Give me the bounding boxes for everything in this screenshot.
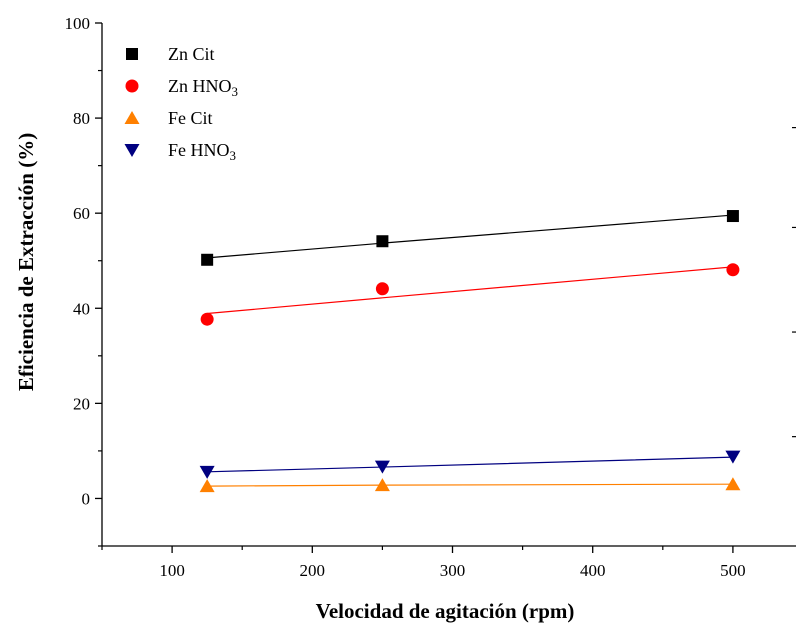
data-point <box>374 478 390 492</box>
right-axis-ticks <box>792 126 796 438</box>
legend-label: Fe HNO3 <box>168 140 236 163</box>
data-point <box>725 450 741 464</box>
legend-label-subscript: 3 <box>232 84 239 99</box>
data-point <box>376 235 389 248</box>
x-tick-label: 100 <box>159 561 185 580</box>
y-tick-label: 40 <box>73 299 90 318</box>
x-tick-label: 300 <box>440 561 466 580</box>
legend-label-main: Zn HNO <box>168 76 232 96</box>
fit-line-0 <box>207 214 733 259</box>
legend-marker <box>125 79 139 93</box>
plot-frame <box>101 23 796 547</box>
legend-label: Zn HNO3 <box>168 76 238 99</box>
y-tick-label: 0 <box>82 489 91 508</box>
fit-line-3 <box>207 456 733 473</box>
data-point <box>200 312 214 326</box>
legend-label-subscript: 3 <box>230 148 237 163</box>
data-point <box>725 477 741 491</box>
x-axis-title: Velocidad de agitación (rpm) <box>316 599 575 623</box>
legend-label-main: Fe HNO <box>168 140 230 160</box>
data-point <box>726 210 739 223</box>
legend-label-main: Fe Cit <box>168 108 213 128</box>
x-tick-label: 400 <box>580 561 606 580</box>
x-axis-ticks: 100 200 300 400 500 <box>101 546 746 580</box>
x-tick-label: 200 <box>300 561 326 580</box>
fit-lines <box>207 214 733 487</box>
data-point <box>199 479 215 493</box>
data-point <box>199 465 215 479</box>
y-axis-ticks: 0 20 40 60 80 100 <box>65 14 102 547</box>
fit-line-1 <box>207 266 733 315</box>
data-point <box>726 263 740 277</box>
legend-marker <box>124 111 140 124</box>
y-tick-label: 20 <box>73 394 90 413</box>
legend-label-main: Zn Cit <box>168 44 215 64</box>
y-tick-label: 80 <box>73 109 90 128</box>
y-tick-label: 60 <box>73 204 90 223</box>
y-tick-label: 100 <box>65 14 91 33</box>
data-point <box>375 282 389 296</box>
data-point <box>374 460 390 474</box>
legend-label: Zn Cit <box>168 44 215 64</box>
y-axis-title: Eficiencia de Extracción (%) <box>14 133 38 391</box>
legend-marker <box>126 48 138 60</box>
legend-marker <box>124 144 140 157</box>
x-tick-label: 500 <box>720 561 746 580</box>
data-point <box>201 253 214 266</box>
fit-line-2 <box>207 483 733 487</box>
legend-label: Fe Cit <box>168 108 213 128</box>
data-markers <box>199 210 741 493</box>
